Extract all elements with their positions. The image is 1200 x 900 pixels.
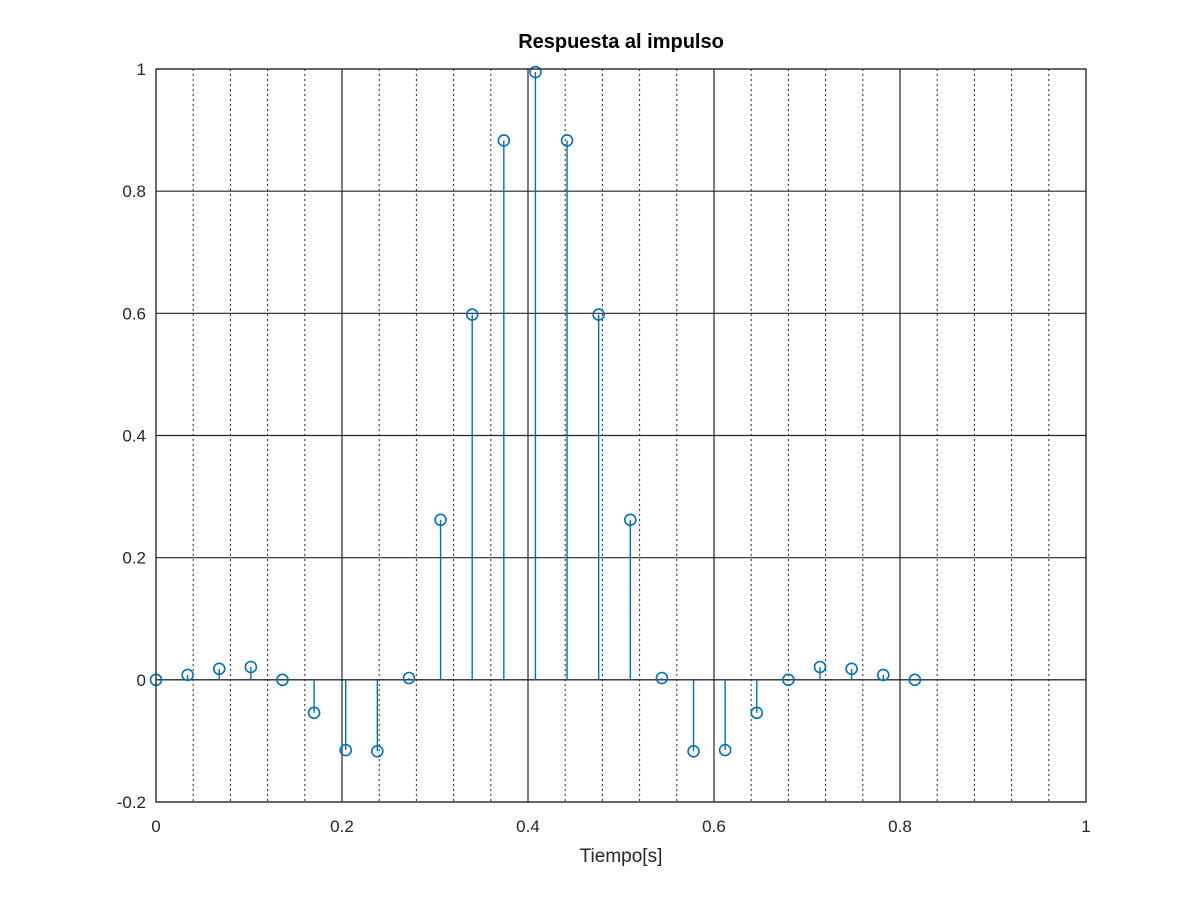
stem-marker <box>212 662 226 676</box>
y-tick-label: 1 <box>137 60 146 79</box>
stem-marker <box>434 513 447 527</box>
x-tick-label: 0.8 <box>888 817 912 836</box>
stem-marker <box>750 706 764 720</box>
y-tick-labels: -0.2 0 0.2 0.4 0.6 0.8 1 <box>117 60 146 812</box>
stem-marker <box>623 513 637 527</box>
axes-box <box>155 68 1087 803</box>
stem-marker <box>402 671 416 685</box>
x-tick-label: 0 <box>151 817 160 836</box>
stem-marker <box>371 745 384 758</box>
x-tick-label: 0.2 <box>330 817 354 836</box>
stem-marker <box>687 745 700 758</box>
stem-marker <box>529 65 542 79</box>
y-tick-label: 0.6 <box>122 304 146 323</box>
x-axis-label: Tiempo[s] <box>580 846 663 867</box>
stem-series <box>149 65 922 758</box>
x-tick-label: 0.6 <box>702 817 726 836</box>
y-tick-label: 0.2 <box>122 549 146 568</box>
stem-marker <box>244 660 258 674</box>
stem-marker <box>655 671 669 685</box>
stem-marker <box>876 668 890 682</box>
chart-title: Respuesta al impulso <box>518 31 724 53</box>
y-tick-label: 0 <box>137 671 146 690</box>
y-tick-label: 0.4 <box>122 427 146 446</box>
stem-marker <box>718 743 732 757</box>
stem-marker <box>592 308 605 321</box>
stem-marker <box>813 660 827 674</box>
stem-marker <box>560 134 574 147</box>
x-tick-label: 1 <box>1081 817 1090 836</box>
stem-marker <box>845 662 858 676</box>
y-tick-label: -0.2 <box>117 793 146 812</box>
stem-marker <box>782 673 795 687</box>
y-tick-label: 0.8 <box>122 182 146 201</box>
stem-marker <box>497 134 511 147</box>
x-tick-label: 0.4 <box>516 817 540 836</box>
stem-marker <box>181 668 194 682</box>
stem-marker <box>339 743 353 757</box>
x-tick-labels: 0 0.2 0.4 0.6 0.8 1 <box>151 817 1090 836</box>
stem-marker <box>465 308 479 321</box>
stem-marker <box>276 673 289 687</box>
stem-marker <box>307 706 321 720</box>
stem-marker <box>908 673 922 687</box>
